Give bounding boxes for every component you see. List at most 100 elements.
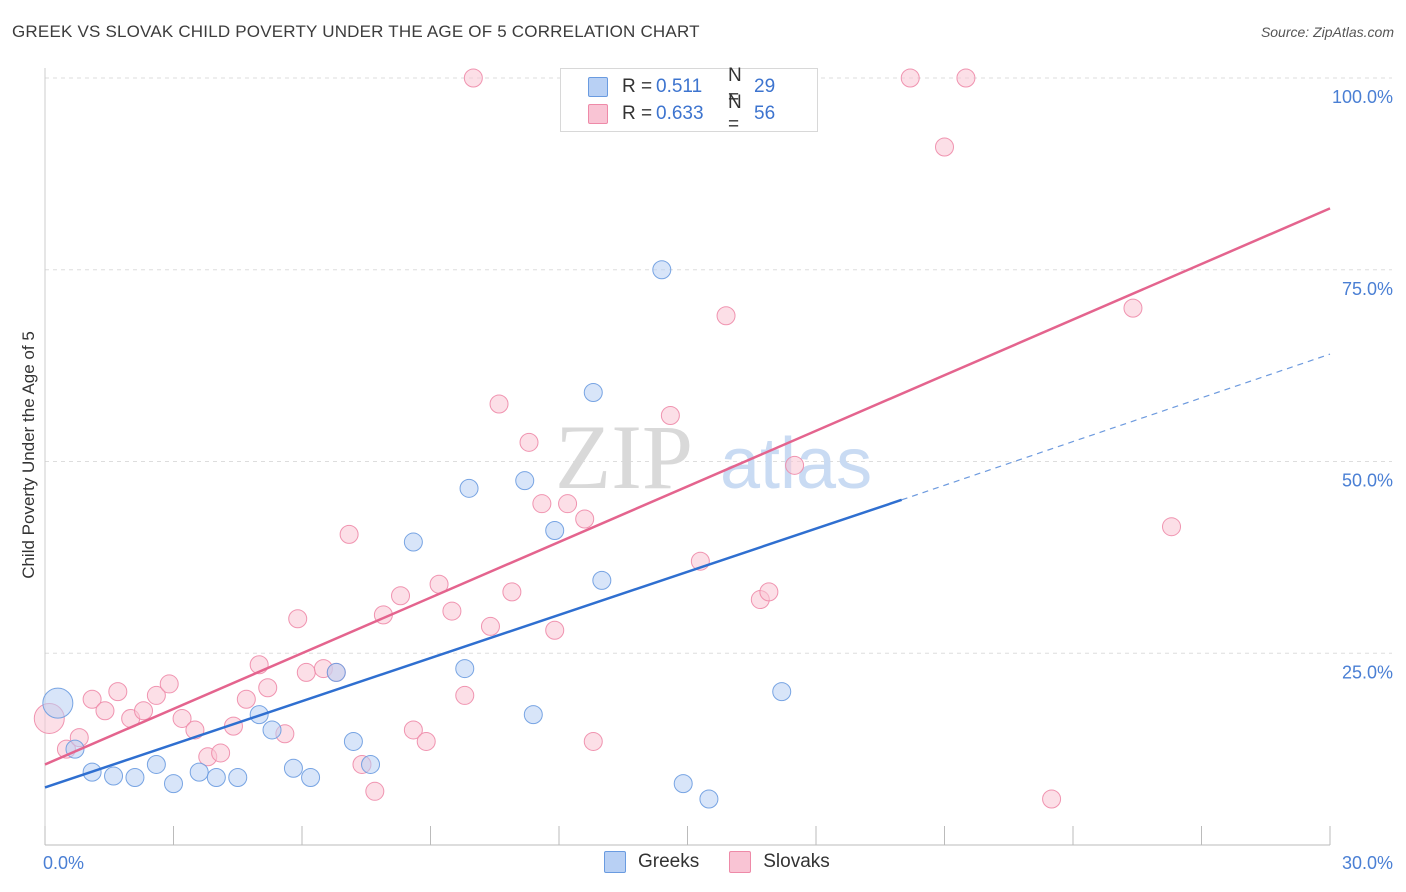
- y-axis-title: Child Poverty Under the Age of 5: [19, 331, 38, 579]
- greeks-r-label: R =: [622, 76, 653, 97]
- slovaks-point: [575, 509, 595, 529]
- slovaks-trend-line: [44, 207, 1331, 766]
- slovaks-point: [558, 494, 578, 514]
- y-tick-label: 75.0%: [1342, 279, 1393, 299]
- slovaks-point: [391, 586, 411, 606]
- greeks-swatch: [588, 77, 608, 97]
- greeks-point: [283, 758, 303, 778]
- slovaks-point: [82, 689, 102, 709]
- greeks-point: [125, 768, 145, 788]
- slovaks-point: [236, 689, 256, 709]
- slovaks-point: [545, 620, 565, 640]
- slovaks-point: [296, 662, 316, 682]
- slovaks-point: [502, 582, 522, 602]
- slovaks-r-value: 0.633: [656, 103, 704, 124]
- greeks-point: [42, 687, 74, 719]
- slovaks-r-label: R =: [622, 103, 653, 124]
- correlation-legend: R = 0.511 N = 29 R = 0.633 N = 56: [560, 65, 818, 135]
- x-tick-label-end: 30.0%: [1342, 853, 1393, 873]
- greeks-legend-swatch: [604, 851, 626, 873]
- greeks-point: [343, 731, 363, 751]
- greeks-trend-line: [44, 498, 903, 789]
- greeks-point: [206, 768, 226, 788]
- slovaks-n-label: N =: [728, 92, 742, 135]
- greeks-point: [361, 754, 381, 774]
- slovaks-point: [455, 685, 475, 705]
- greeks-point: [515, 471, 535, 491]
- watermark: ZIP atlas: [555, 406, 872, 508]
- slovaks-point: [416, 731, 436, 751]
- greeks-point: [326, 662, 346, 682]
- x-tick-label-start: 0.0%: [43, 853, 84, 873]
- slovaks-point: [900, 68, 920, 88]
- slovaks-n-value: 56: [754, 103, 776, 124]
- slovaks-point: [1123, 298, 1143, 318]
- slovaks-point: [108, 682, 128, 702]
- slovaks-legend-label: Slovaks: [763, 851, 830, 872]
- slovaks-point: [935, 137, 954, 157]
- greeks-trend-extension: [901, 353, 1331, 501]
- slovaks-point: [480, 616, 500, 636]
- legend-row-slovaks: R = 0.633 N = 56: [588, 92, 776, 135]
- slovaks-point: [956, 68, 976, 88]
- greeks-point: [104, 766, 124, 786]
- slovaks-legend-swatch: [729, 851, 752, 873]
- slovaks-point: [403, 720, 423, 740]
- slovaks-point: [134, 701, 154, 721]
- greeks-point: [523, 705, 543, 725]
- slovaks-point: [146, 685, 166, 705]
- slovaks-point: [489, 394, 509, 414]
- series-legend: Greeks Slovaks: [604, 851, 860, 873]
- greeks-point: [459, 478, 479, 498]
- slovaks-point: [258, 678, 278, 698]
- greeks-point: [652, 260, 672, 280]
- trend-lines: [44, 207, 1331, 789]
- slovaks-point: [172, 708, 192, 728]
- legend-row-greeks: R = 0.511 N = 29: [588, 65, 776, 108]
- source-label: Source: ZipAtlas.com: [1260, 24, 1394, 40]
- greeks-point: [545, 521, 565, 541]
- greeks-point: [189, 762, 209, 782]
- greeks-point: [592, 570, 612, 590]
- slovaks-point: [365, 781, 385, 801]
- slovaks-swatch: [588, 104, 608, 124]
- greeks-point: [262, 720, 282, 740]
- greeks-point: [228, 768, 248, 788]
- slovaks-point: [716, 306, 736, 326]
- greeks-point: [673, 774, 693, 794]
- greeks-point: [455, 659, 475, 679]
- greeks-point: [301, 768, 321, 788]
- gridlines: [45, 77, 1392, 654]
- greeks-point: [772, 682, 792, 702]
- legend-item-slovaks[interactable]: Slovaks: [729, 851, 830, 873]
- slovaks-point: [288, 609, 308, 629]
- slovaks-point: [1042, 789, 1062, 809]
- greeks-r-value: 0.511: [656, 76, 703, 97]
- greeks-point: [146, 754, 166, 774]
- greeks-n-value: 29: [754, 76, 776, 97]
- slovaks-point: [159, 674, 179, 694]
- slovaks-point: [1162, 517, 1182, 537]
- greeks-point: [583, 382, 603, 402]
- slovaks-point: [660, 405, 680, 425]
- slovaks-point: [95, 701, 115, 721]
- legend-item-greeks[interactable]: Greeks: [604, 851, 699, 873]
- greeks-points: [42, 260, 792, 809]
- greeks-point: [403, 532, 423, 552]
- greeks-n-label: N =: [728, 65, 742, 108]
- slovaks-point: [785, 455, 805, 475]
- slovaks-point: [442, 601, 462, 621]
- greeks-point: [699, 789, 719, 809]
- tick-labels: 25.0% 50.0% 75.0% 100.0% 0.0% 30.0%: [43, 87, 1393, 873]
- y-tick-label: 25.0%: [1342, 662, 1393, 682]
- slovaks-point: [211, 743, 231, 763]
- slovaks-point: [463, 68, 483, 88]
- slovaks-point: [583, 731, 603, 751]
- slovaks-points: [33, 68, 1182, 809]
- y-tick-label: 50.0%: [1342, 471, 1393, 491]
- greeks-point: [164, 774, 183, 794]
- y-tick-label: 100.0%: [1332, 87, 1393, 107]
- slovaks-point: [532, 494, 552, 514]
- greeks-legend-label: Greeks: [638, 851, 700, 872]
